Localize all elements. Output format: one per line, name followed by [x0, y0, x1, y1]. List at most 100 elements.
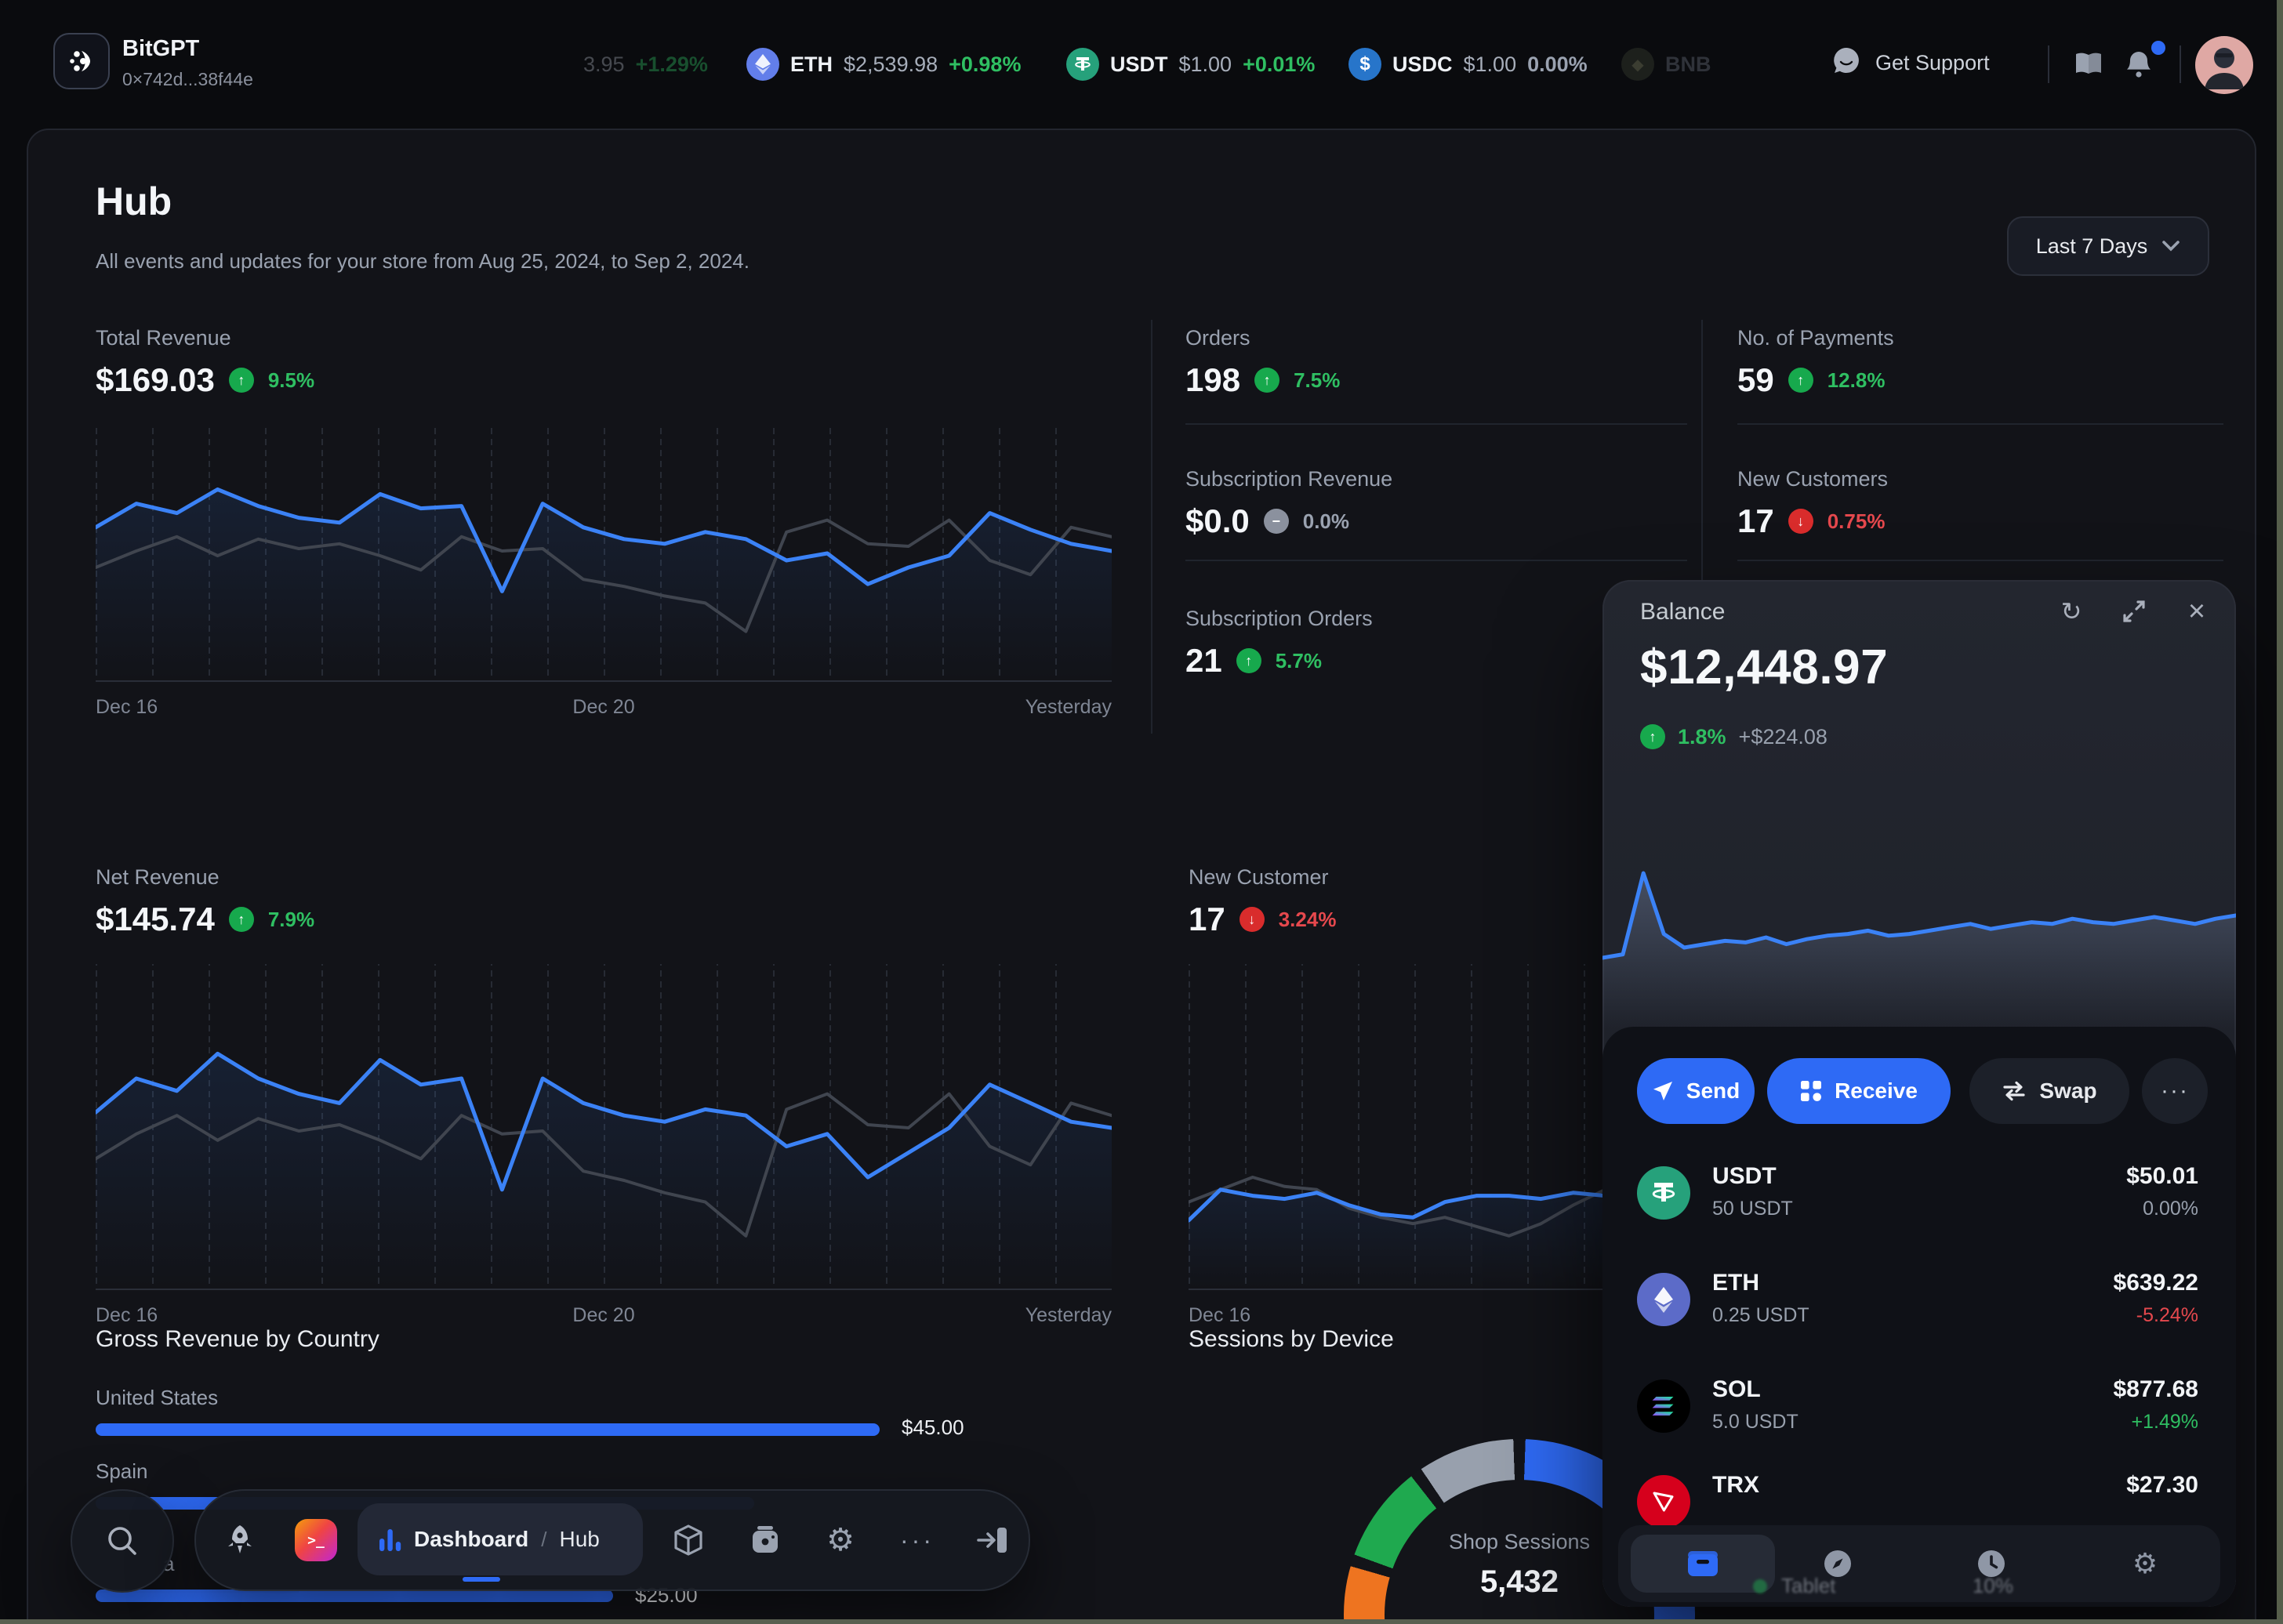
more-options-button[interactable]: ··· — [2142, 1058, 2208, 1124]
date-range-label: Last 7 Days — [2035, 234, 2148, 258]
stat-label: Net Revenue — [96, 865, 220, 889]
page-subtitle: All events and updates for your store fr… — [96, 249, 750, 273]
notifications-bell-icon[interactable] — [2120, 45, 2158, 83]
widget-bottom-nav: ⚙ — [1618, 1525, 2220, 1602]
tab-explore-compass-icon[interactable] — [1800, 1525, 1875, 1602]
ticker-symbol: USDT — [1110, 52, 1168, 76]
stat-change: 0.75% — [1827, 509, 1886, 533]
breadcrumb[interactable]: Dashboard / Hub — [358, 1503, 643, 1575]
trend-up-icon: ↑ — [1236, 648, 1261, 673]
user-avatar[interactable] — [2195, 36, 2253, 94]
divider — [2048, 45, 2049, 83]
ticker-symbol: ETH — [790, 52, 833, 76]
stat-payments: No. of Payments 59 ↑ 12.8% — [1737, 326, 1894, 399]
balance-change: 1.8% — [1678, 724, 1726, 749]
expand-icon[interactable] — [2117, 594, 2151, 629]
pos-terminal-icon[interactable] — [731, 1491, 800, 1590]
balance-title: Balance — [1640, 599, 1726, 625]
country-bar — [96, 1423, 880, 1436]
stat-value: $169.03 — [96, 361, 215, 398]
terminal-icon[interactable]: >_ — [295, 1519, 337, 1561]
token-row-trx[interactable]: TRX $27.30 — [1602, 1455, 2236, 1549]
stat-subscription-orders: Subscription Orders 21 ↑ 5.7% — [1185, 607, 1373, 680]
search-button[interactable] — [71, 1489, 174, 1593]
stat-change: 3.24% — [1278, 907, 1337, 931]
tab-wallet[interactable] — [1631, 1535, 1775, 1593]
breadcrumb-section[interactable]: Dashboard — [414, 1527, 529, 1551]
country-label: United States — [96, 1386, 219, 1409]
token-row-eth[interactable]: ETH 0.25 USDT $639.22 -5.24% — [1602, 1252, 2236, 1347]
divider — [1737, 560, 2223, 561]
send-icon — [1653, 1082, 1672, 1100]
divider — [1701, 320, 1703, 734]
products-box-icon[interactable] — [654, 1491, 723, 1590]
ticker-price: 3.95 — [583, 52, 625, 76]
device-legend-item: Tablet 10% — [1753, 1574, 2013, 1598]
token-value: $50.01 — [2126, 1163, 2198, 1189]
docs-book-icon[interactable] — [2070, 45, 2107, 83]
stat-new-customers: New Customers 17 ↓ 0.75% — [1737, 467, 1888, 540]
more-icon[interactable]: ··· — [900, 1525, 935, 1554]
bitgpt-logo-icon[interactable] — [53, 33, 110, 89]
stat-net-revenue: Net Revenue $145.74 ↑ 7.9% — [96, 865, 314, 938]
axis-label: Dec 16 — [1189, 1304, 1251, 1326]
send-button[interactable]: Send — [1637, 1058, 1755, 1124]
eth-icon — [746, 48, 779, 81]
ticker-price: $2,539.98 — [844, 52, 938, 76]
date-range-dropdown[interactable]: Last 7 Days — [2007, 216, 2209, 276]
stat-value: $0.0 — [1185, 502, 1250, 539]
country-bar — [96, 1590, 613, 1602]
rocket-icon[interactable] — [205, 1491, 274, 1590]
receive-button[interactable]: Receive — [1767, 1058, 1951, 1124]
stat-label: New Customers — [1737, 467, 1889, 491]
trend-up-icon: ↑ — [1254, 368, 1280, 393]
trx-icon — [1637, 1475, 1690, 1528]
usdt-icon — [1066, 48, 1099, 81]
divider — [1185, 423, 1687, 425]
legend-label: Tablet — [1781, 1574, 1836, 1597]
token-change: +1.49% — [2131, 1411, 2199, 1433]
token-symbol: TRX — [1712, 1472, 1759, 1498]
desktop-edge — [2277, 0, 2283, 1624]
logout-icon[interactable] — [958, 1491, 1027, 1590]
chevron-down-icon — [2162, 241, 2180, 252]
search-icon — [108, 1527, 136, 1555]
swap-button[interactable]: Swap — [1969, 1058, 2129, 1124]
legend-value: 10% — [1972, 1574, 2013, 1597]
close-icon[interactable]: × — [2187, 594, 2206, 628]
stat-value: $145.74 — [96, 901, 215, 937]
token-row-sol[interactable]: SOL 5.0 USDT $877.68 +1.49% — [1602, 1359, 2236, 1453]
balance-value: $12,448.97 — [1640, 640, 1889, 694]
ticker-change: +0.01% — [1243, 52, 1316, 76]
country-value: $45.00 — [902, 1416, 964, 1439]
trend-up-icon: ↑ — [228, 368, 254, 393]
axis-label: Dec 20 — [572, 1304, 635, 1326]
breadcrumb-divider: / — [541, 1527, 547, 1551]
stat-label: Subscription Orders — [1185, 607, 1373, 630]
notification-badge — [2151, 41, 2165, 55]
token-symbol: USDT — [1712, 1163, 1777, 1189]
stat-value: 17 — [1737, 502, 1774, 539]
token-row-usdt[interactable]: USDT 50 USDT $50.01 0.00% — [1602, 1146, 2236, 1240]
wallet-address[interactable]: 0×742d...38f44e — [122, 69, 253, 89]
ticker-change: +1.29% — [635, 52, 708, 76]
breadcrumb-page[interactable]: Hub — [559, 1527, 600, 1551]
refresh-icon[interactable]: ↻ — [2060, 597, 2082, 625]
get-support-button[interactable]: Get Support — [1831, 45, 1990, 81]
get-support-label: Get Support — [1875, 51, 1990, 74]
tab-settings-gear-icon[interactable]: ⚙ — [2132, 1547, 2158, 1579]
stat-value: 17 — [1189, 901, 1225, 937]
token-amount: 0.25 USDT — [1712, 1304, 1809, 1326]
trend-down-icon: ↓ — [1788, 509, 1813, 534]
ticker-bnb: ◆ BNB — [1621, 45, 1711, 83]
settings-gear-icon[interactable]: ⚙ — [826, 1523, 855, 1557]
token-value: $27.30 — [2126, 1472, 2198, 1498]
token-change: 0.00% — [2143, 1198, 2198, 1220]
stat-new-customer: New Customer 17 ↓ 3.24% — [1189, 865, 1336, 938]
stat-change: 7.5% — [1294, 368, 1341, 392]
ticker-usdc: $ USDC $1.00 0.00% — [1348, 45, 1588, 83]
tab-history-clock-icon[interactable] — [1954, 1525, 2029, 1602]
donut-center-label: Shop Sessions — [1448, 1530, 1591, 1553]
stat-label: No. of Payments — [1737, 326, 1894, 350]
